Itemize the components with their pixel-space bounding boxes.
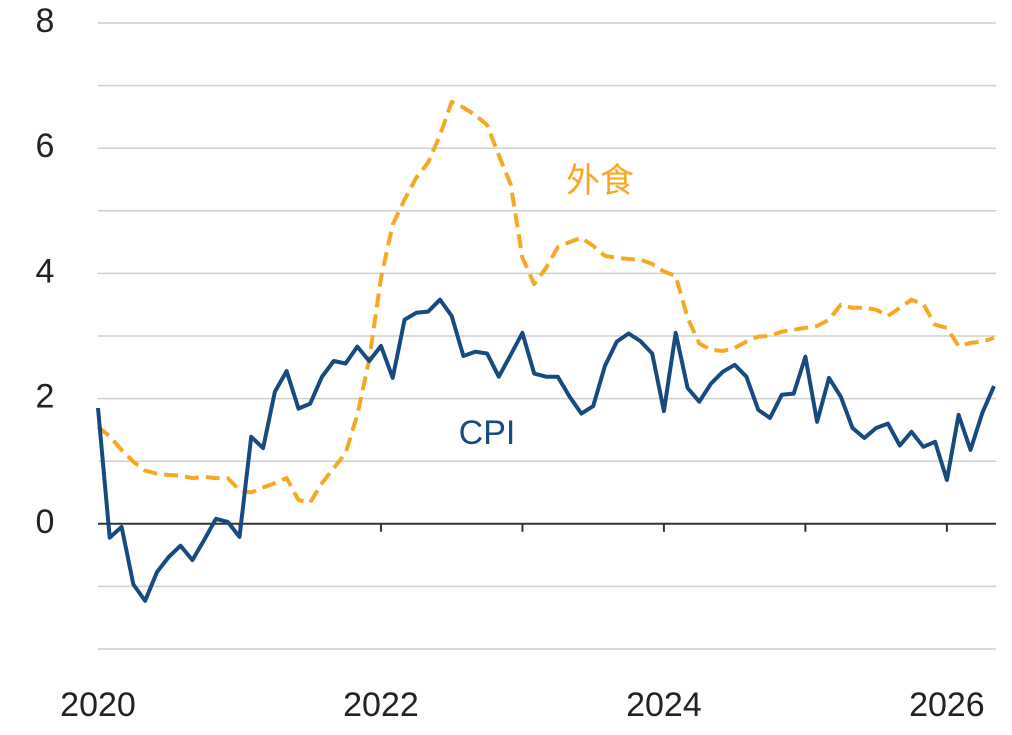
y-tick-label: 0	[36, 503, 55, 541]
x-tick-label: 2020	[60, 686, 136, 724]
series-label: CPI	[459, 414, 516, 452]
y-tick-label: 6	[36, 127, 55, 165]
series-line	[96, 99, 995, 505]
series-line	[96, 297, 996, 603]
y-tick-label: 8	[36, 2, 55, 40]
x-tick-label: 2024	[626, 686, 702, 724]
y-tick-label: 4	[36, 252, 55, 290]
x-tick-label: 2022	[343, 686, 419, 724]
series-label: 外食	[566, 162, 634, 200]
x-tick-label: 2026	[909, 686, 985, 724]
y-tick-label: 2	[36, 378, 55, 416]
